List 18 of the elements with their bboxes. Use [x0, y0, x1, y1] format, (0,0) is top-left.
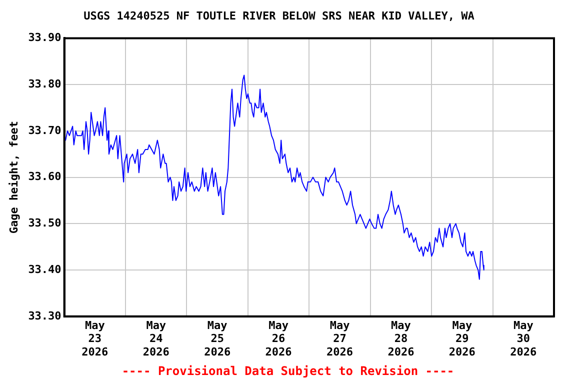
x-tick-label: May 28 2026 [388, 318, 415, 358]
x-tick-label: May 23 2026 [82, 318, 109, 358]
x-tick-label: May 25 2026 [204, 318, 231, 358]
y-tick-label: 33.90 [28, 31, 62, 44]
y-tick-label: 33.80 [28, 77, 62, 90]
y-tick-label: 33.70 [28, 124, 62, 137]
y-axis-title: Gage height, feet [7, 121, 20, 234]
text: ---- Provisional Data Subject to Revision ---- [120, 364, 456, 378]
y-tick-label: 33.40 [28, 262, 62, 276]
y-tick-label: 33.30 [28, 309, 62, 322]
x-tick-label: May 29 2026 [448, 318, 476, 358]
chart-title: USGS 14240525 NF TOUTLE RIVER BELOW SRS NEAR KID VALLEY, WA [84, 9, 475, 22]
y-tick-label: 33.60 [28, 170, 62, 184]
x-tick-label: May 26 2026 [265, 318, 292, 358]
x-tick-label: May 27 2026 [326, 318, 354, 358]
x-tick-label: May 24 2026 [142, 318, 170, 358]
y-tick-label: 33.50 [28, 216, 62, 230]
x-tick-label: May 30 2026 [510, 318, 538, 358]
